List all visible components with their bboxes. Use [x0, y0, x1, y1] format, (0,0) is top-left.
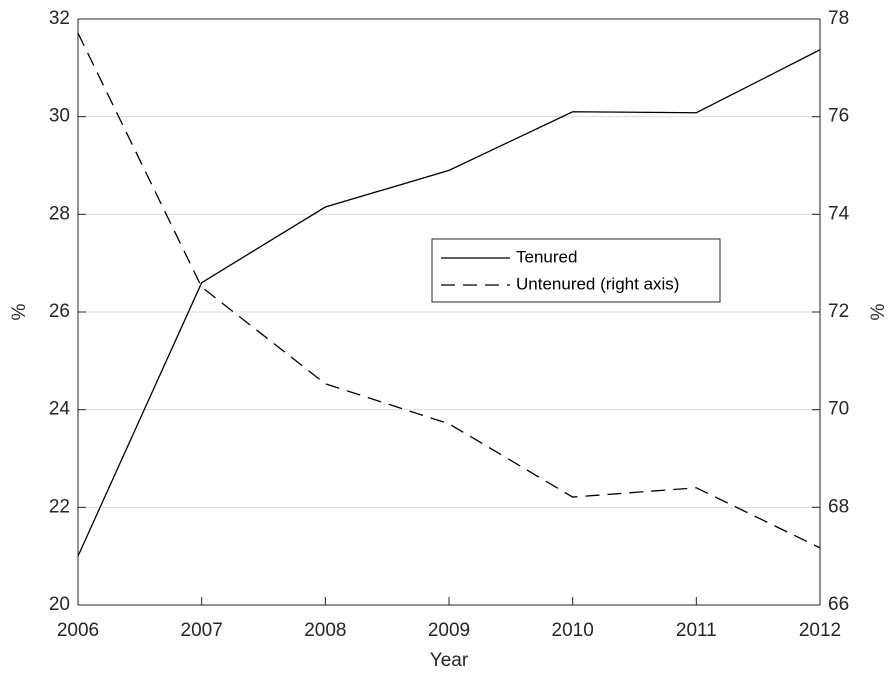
x-axis-label: Year	[430, 650, 469, 671]
x-tick-label: 2006	[57, 620, 99, 641]
legend-label: Untenured (right axis)	[516, 274, 679, 293]
y2-tick-label: 74	[828, 203, 850, 224]
y-tick-label: 26	[49, 301, 70, 322]
y-tick-label: 24	[49, 399, 71, 420]
series-line	[77, 49, 821, 557]
x-tick-label: 2007	[181, 620, 223, 641]
y2-tick-label: 76	[828, 106, 849, 127]
y2-axis-label: %	[868, 303, 889, 320]
y2-tick-label: 72	[828, 301, 849, 322]
legend-box	[431, 238, 721, 303]
legend: Tenured Untenured (right axis)	[431, 238, 721, 303]
y2-tick-label: 70	[828, 399, 849, 420]
y2-tick-label: 66	[828, 594, 849, 615]
y-axis-label: %	[9, 303, 30, 320]
x-tick-label: 2012	[799, 620, 841, 641]
x-tick-label: 2011	[676, 620, 717, 641]
x-tick-label: 2008	[304, 620, 346, 641]
plot-frame	[77, 18, 821, 606]
y2-tick-label: 78	[828, 8, 849, 29]
y-tick-label: 30	[49, 106, 70, 127]
x-tick-label: 2010	[552, 620, 594, 641]
y-tick-label: 20	[49, 594, 70, 615]
legend-label: Tenured	[516, 247, 577, 266]
x-tick-label: 2009	[428, 620, 470, 641]
series-line	[77, 32, 821, 549]
y-tick-label: 32	[49, 8, 70, 29]
y-tick-label: 28	[49, 203, 70, 224]
y2-tick-label: 68	[828, 496, 849, 517]
y-tick-label: 22	[49, 496, 70, 517]
